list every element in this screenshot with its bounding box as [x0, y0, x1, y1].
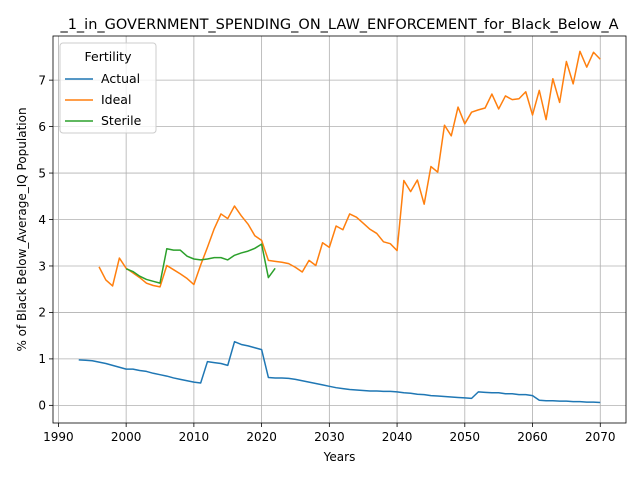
y-tick-label: 1	[38, 352, 46, 366]
y-tick-label: 6	[38, 120, 46, 134]
series-line-actual	[78, 340, 601, 404]
series-lines	[78, 50, 601, 404]
x-tick-label: 2040	[382, 430, 413, 444]
chart-title: _1_in_GOVERNMENT_SPENDING_ON_LAW_ENFORCE…	[59, 17, 618, 33]
y-tick-label: 5	[38, 166, 46, 180]
x-tick-label: 2050	[450, 430, 481, 444]
x-tick-label: 2010	[179, 430, 210, 444]
x-axis-label: Years	[323, 450, 356, 464]
legend-box	[59, 42, 157, 134]
y-tick-label: 2	[38, 306, 46, 320]
axis-ticks: 1990 2000 2010 2020 2030 2040 2050 2060 2070 0 1 2 3…	[38, 73, 615, 444]
x-tick-label: 2020	[246, 430, 277, 444]
x-tick-label: 2070	[585, 430, 616, 444]
x-tick-label: 1990	[43, 430, 74, 444]
x-tick-label: 2000	[111, 430, 142, 444]
y-tick-label: 7	[38, 73, 46, 87]
legend-label-ideal: Ideal	[101, 92, 131, 107]
y-tick-label: 4	[38, 213, 46, 227]
x-tick-label: 2060	[517, 430, 548, 444]
y-tick-label: 0	[38, 399, 46, 413]
legend-label-actual: Actual	[101, 71, 140, 86]
plot-frame	[52, 35, 627, 424]
legend: Fertility Actual Ideal Sterile	[59, 42, 157, 134]
legend-label-sterile: Sterile	[101, 113, 142, 128]
legend-title: Fertility	[85, 49, 133, 64]
x-tick-label: 2030	[314, 430, 345, 444]
series-line-sterile	[125, 243, 276, 284]
series-line-ideal	[98, 50, 601, 288]
grid	[53, 36, 626, 423]
y-tick-label: 3	[38, 259, 46, 273]
y-axis-label: % of Black Below_Average_IQ Population	[15, 107, 29, 351]
